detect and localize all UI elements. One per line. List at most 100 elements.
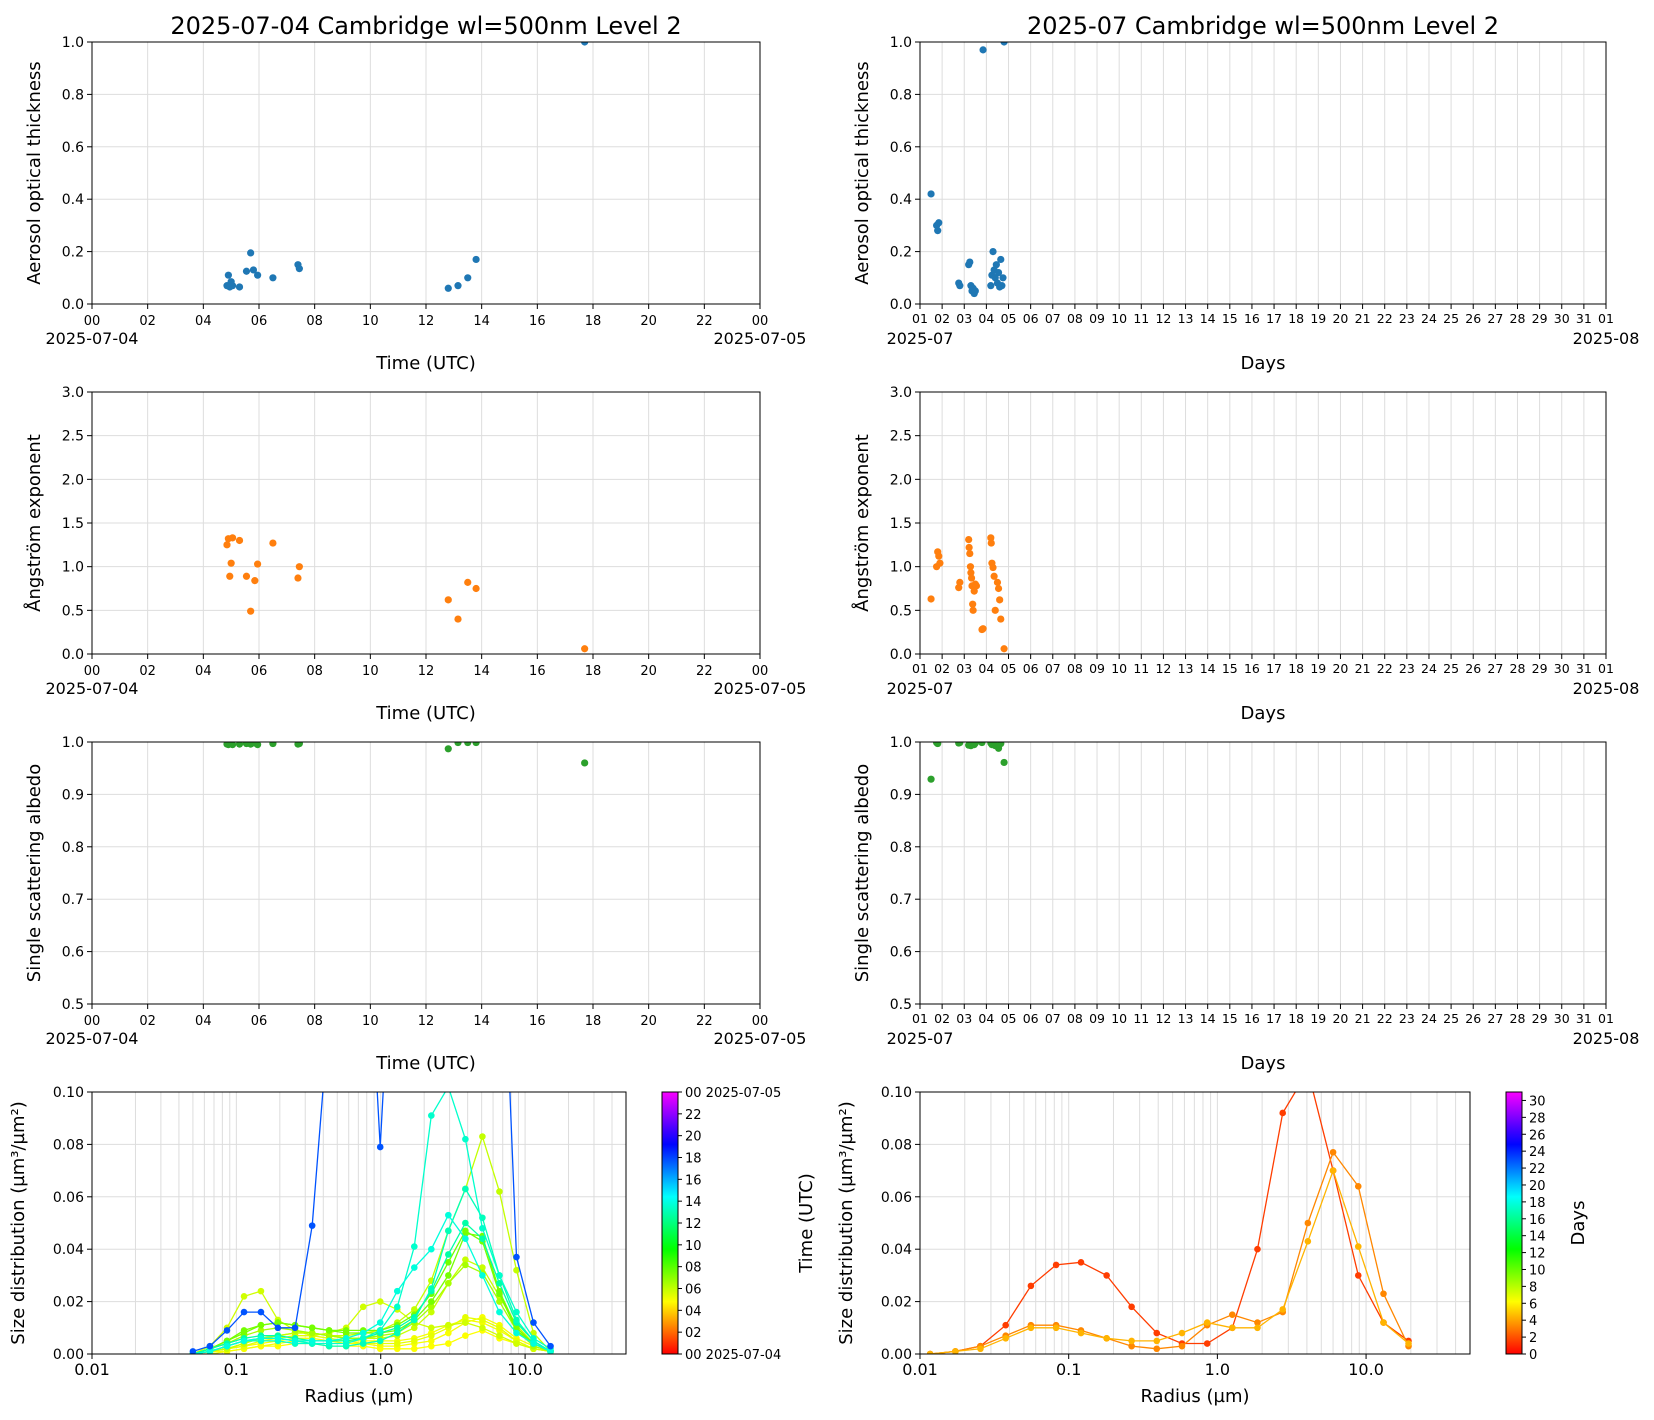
x-tick-label: 02 (934, 311, 950, 326)
x-tick-label: 04 (978, 1011, 994, 1026)
series-line (192, 1316, 551, 1354)
data-point (444, 284, 452, 292)
data-point (956, 742, 964, 747)
data-point (249, 266, 258, 274)
chart-monthly-size-distribution: 0.00 0.02 0.04 0.06 0.08 0.10 0.01 0.1 1.0 10.0 Ra… (836, 1085, 1589, 1407)
y-tick-label: 0.0 (890, 297, 912, 313)
data-point (223, 1342, 231, 1350)
x-tick-label: 01 (1598, 311, 1614, 326)
x-tick-label: 26 (1465, 1011, 1481, 1026)
data-point (240, 1327, 248, 1334)
x-tick-label: 29 (1532, 661, 1548, 676)
x-tick-label: 22 (1377, 311, 1393, 326)
x-tick-label: 23 (1399, 311, 1415, 326)
data-point (206, 1348, 214, 1354)
y-tick-label: 0.2 (62, 245, 84, 261)
data-point (1354, 1272, 1362, 1279)
y-tick-label: 1.0 (62, 560, 84, 576)
chart-title: 2025-07-04 Cambridge wl=500nm Level 2 (170, 12, 681, 40)
x-tick-label: 20 (640, 314, 657, 329)
series-line (192, 1221, 551, 1354)
colorbar-tick-label: 16 (685, 1173, 702, 1188)
y-axis-label: Size distribution (µm³/µm²) (8, 1101, 29, 1344)
data-point (978, 742, 986, 747)
data-point (257, 1327, 265, 1334)
data-point (513, 1340, 520, 1347)
x-tick-label: 11 (1133, 661, 1149, 676)
x-tick-label: 17 (1266, 311, 1282, 326)
x-tick-label: 28 (1510, 311, 1526, 326)
data-point (240, 1293, 248, 1300)
data-point (308, 1337, 316, 1345)
chart-daily-size-distribution: 0.00 0.02 0.04 0.06 0.08 0.10 0.01 0.1 1.0 10.0 Ra… (8, 827, 817, 1407)
x-tick-label: 24 (1421, 311, 1437, 326)
data-point (454, 282, 462, 290)
y-tick-label: 0.9 (62, 787, 84, 803)
chart-monthly-ssa: 0.5 0.6 0.7 0.8 0.9 1.0 01 02 03 04 05 06 07 08 09 10 11… (852, 735, 1639, 1074)
data-point (445, 1083, 452, 1090)
data-point (410, 1337, 418, 1345)
data-point (479, 1272, 486, 1279)
data-point (1203, 1319, 1211, 1326)
data-point (360, 827, 367, 834)
data-point (464, 274, 472, 282)
data-point (235, 742, 244, 748)
data-point (342, 1327, 350, 1334)
x-tick-label: 01 (1598, 661, 1614, 676)
x-tick-label: 02 (139, 664, 156, 679)
data-point (472, 584, 480, 593)
x-tick-label: 14 (1200, 311, 1216, 326)
y-tick-label: 0.08 (881, 1137, 912, 1153)
data-point (462, 1219, 469, 1227)
data-point (295, 265, 303, 273)
data-point (223, 541, 231, 549)
data-point (547, 1342, 554, 1350)
series-14 (189, 827, 554, 1354)
x-tick-label: 22 (696, 664, 713, 679)
x-date-start: 2025-07-04 (46, 679, 139, 698)
grid (91, 741, 761, 1005)
x-tick-label: 22 (1377, 661, 1393, 676)
x-tick-label: 16 (1244, 311, 1260, 326)
x-tick-label: 14 (473, 314, 490, 329)
data-point (1153, 1345, 1161, 1353)
data-point (228, 282, 237, 290)
data-point (445, 827, 452, 834)
y-tick-label: 0.04 (53, 1242, 84, 1258)
data-point (547, 1348, 554, 1354)
data-point (1354, 1243, 1362, 1250)
data-point (428, 1332, 435, 1339)
x-tick-label: 12 (1155, 1011, 1171, 1026)
x-tick-label: 20 (1332, 1011, 1348, 1026)
data-point (393, 1329, 401, 1337)
data-point (462, 1227, 469, 1235)
data-point (496, 827, 503, 834)
x-tick-label: 19 (1310, 1011, 1326, 1026)
x-tick-label: 20 (640, 1014, 657, 1029)
data-point (428, 1285, 435, 1292)
x-tick-label: 18 (585, 314, 602, 329)
data-point (428, 1245, 435, 1253)
data-point (247, 249, 255, 257)
colorbar-tick-label: 22 (685, 1108, 702, 1123)
x-tick-label: 06 (1023, 661, 1039, 676)
x-tick-label: 07 (1045, 311, 1061, 326)
data-point (581, 759, 589, 767)
x-tick-label: 21 (1355, 311, 1371, 326)
x-tick-label: 15 (1222, 661, 1238, 676)
data-point (393, 1340, 401, 1347)
x-tick-label: 12 (418, 664, 435, 679)
x-tick-label: 04 (978, 311, 994, 326)
data-point (393, 1303, 401, 1311)
x-tick-label: 18 (1288, 661, 1304, 676)
colorbar-tick-label: 10 (685, 1239, 702, 1254)
data-point (444, 596, 452, 604)
x-tick-label: 14 (473, 664, 490, 679)
colorbar-tick-label: 2 (1529, 1331, 1537, 1346)
series-line (192, 1213, 551, 1354)
x-tick-label: 0.1 (1056, 1360, 1081, 1379)
x-tick-label: 30 (1554, 1011, 1570, 1026)
data-point (479, 1133, 486, 1140)
y-tick-label: 0.6 (890, 945, 912, 961)
x-tick-label: 12 (1155, 311, 1171, 326)
